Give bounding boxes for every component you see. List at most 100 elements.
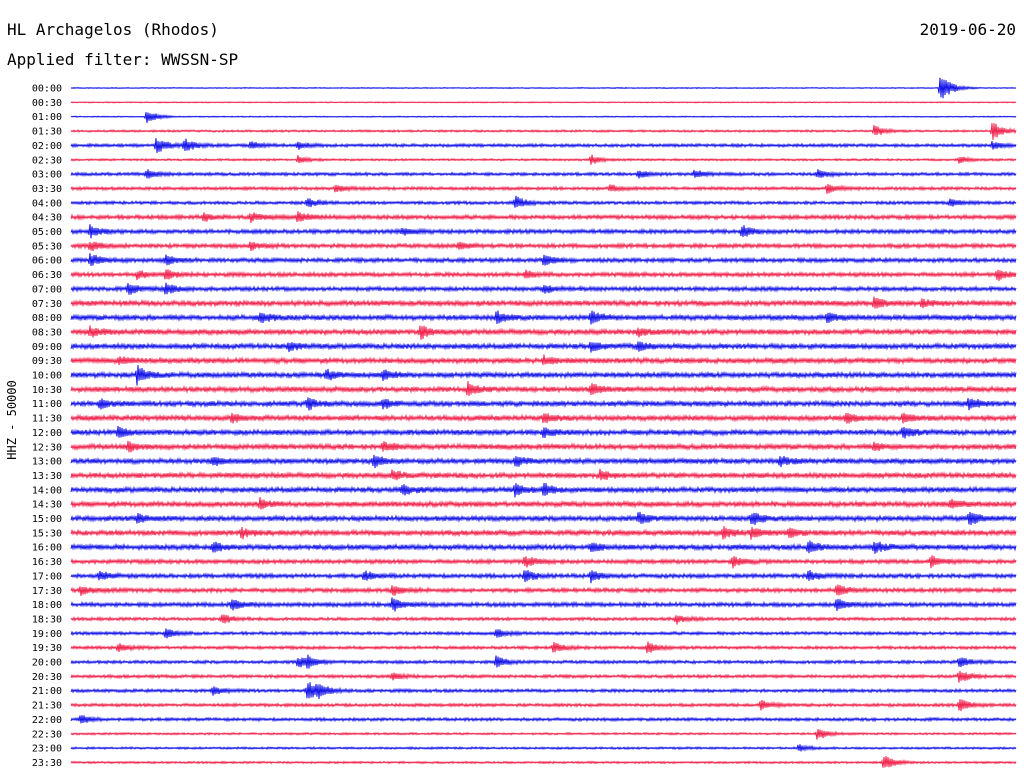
row-time-label: 04:30 [32,213,62,224]
row-time-label: 22:30 [32,729,62,740]
row-time-label: 03:00 [32,170,62,181]
trace-line [70,195,1017,208]
trace-line [70,112,1017,123]
row-time-label: 02:30 [32,155,62,166]
trace-line [70,670,1017,683]
row-time-label: 13:00 [32,457,62,468]
row-time-label: 16:00 [32,543,62,554]
trace-line [70,555,1017,569]
row-time-label: 19:00 [32,629,62,640]
date-label: 2019-06-20 [919,20,1016,39]
trace-line [70,699,1017,712]
row-time-label: 09:30 [32,356,62,367]
trace-line [70,211,1017,223]
row-time-label: 05:30 [32,241,62,252]
row-time-label: 09:00 [32,342,62,353]
trace-line [70,440,1017,453]
row-time-label: 21:00 [32,686,62,697]
trace-line [70,614,1017,625]
row-time-label: 11:00 [32,399,62,410]
trace-line [70,482,1017,498]
row-time-label: 23:00 [32,744,62,755]
row-time-label: 03:30 [32,184,62,195]
trace-line [70,325,1017,340]
row-time-label: 08:30 [32,327,62,338]
row-time-label: 20:30 [32,672,62,683]
trace-line [70,123,1017,140]
trace-line [70,397,1017,411]
trace-line [70,570,1017,584]
trace-line [70,354,1017,366]
traces [70,77,1017,768]
row-time-label: 11:30 [32,414,62,425]
row-time-label: 10:30 [32,385,62,396]
trace-line [70,497,1017,510]
row-time-label: 08:00 [32,313,62,324]
trace-line [70,269,1017,282]
trace-line [70,526,1017,540]
trace-line [70,756,1017,768]
row-time-label: 23:30 [32,758,62,769]
trace-line [70,682,1017,700]
row-time-label: 15:30 [32,528,62,539]
filter-label: Applied filter: WWSSN-SP [7,50,239,69]
trace-line [70,241,1017,252]
row-time-label: 21:30 [32,701,62,712]
trace-line [70,224,1017,239]
trace-line [70,425,1017,439]
row-time-label: 16:30 [32,557,62,568]
row-time-label: 04:00 [32,198,62,209]
trace-line [70,511,1017,526]
trace-line [70,641,1017,654]
row-time-label: 05:00 [32,227,62,238]
trace-line [70,282,1017,295]
trace-line [70,101,1017,104]
row-time-label: 07:00 [32,284,62,295]
row-time-label: 01:30 [32,127,62,138]
trace-line [70,341,1017,353]
row-time-label: 14:00 [32,485,62,496]
trace-line [70,77,1017,99]
trace-line [70,715,1017,724]
row-time-label: 02:00 [32,141,62,152]
trace-line [70,584,1017,596]
row-time-label: 06:00 [32,256,62,267]
trace-line [70,253,1017,266]
row-time-label: 22:00 [32,715,62,726]
trace-line [70,597,1017,612]
trace-line [70,183,1017,194]
row-time-label: 18:00 [32,600,62,611]
row-time-label: 15:00 [32,514,62,525]
trace-line [70,154,1017,165]
trace-line [70,412,1017,424]
row-time-label: 20:00 [32,658,62,669]
row-time-label: 10:00 [32,371,62,382]
row-time-label: 18:30 [32,614,62,625]
row-time-label: 12:00 [32,428,62,439]
trace-line [70,296,1017,309]
station-title: HL Archagelos (Rhodos) [7,20,219,39]
row-time-label: 07:30 [32,299,62,310]
trace-line [70,744,1017,752]
trace-line [70,138,1017,153]
trace-line [70,628,1017,639]
row-time-label: 13:30 [32,471,62,482]
trace-line [70,468,1017,481]
trace-line [70,310,1017,325]
row-time-label: 00:00 [32,84,62,95]
trace-line [70,454,1017,469]
trace-line [70,169,1017,179]
row-time-label: 00:30 [32,98,62,109]
trace-line [70,654,1017,669]
row-labels: 00:00 00:30 01:00 01:30 02:00 02:30 03:00 03:30… [32,84,62,769]
row-time-label: 01:00 [32,112,62,123]
row-time-label: 19:30 [32,643,62,654]
row-time-label: 12:30 [32,442,62,453]
row-time-label: 17:00 [32,571,62,582]
trace-line [70,381,1017,397]
row-time-label: 17:30 [32,586,62,597]
row-time-label: 06:30 [32,270,62,281]
trace-line [70,728,1017,740]
trace-line [70,540,1017,554]
